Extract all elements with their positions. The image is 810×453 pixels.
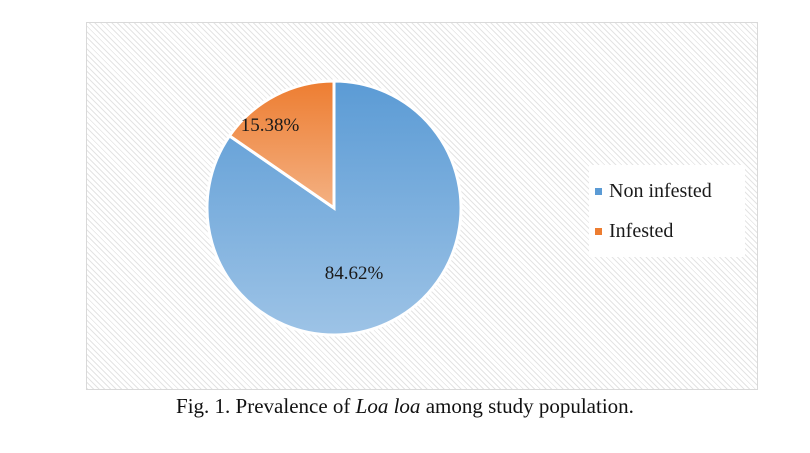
caption-prefix: Fig. 1. Prevalence of — [176, 394, 356, 418]
pie-slice-non-infested — [205, 79, 463, 337]
data-label-non-infested: 84.62% — [325, 263, 384, 284]
caption-species: Loa loa — [355, 394, 421, 418]
pie-slice-infested — [227, 79, 336, 211]
legend-swatch-non-infested — [595, 187, 602, 195]
chart-area: 84.62% 15.38% Non infested Infested — [86, 22, 758, 390]
legend: Non infested Infested — [589, 165, 745, 257]
legend-swatch-infested — [595, 227, 602, 235]
legend-label-non-infested: Non infested — [609, 179, 712, 202]
figure-caption: Fig. 1. Prevalence of Loa loa among stud… — [0, 394, 810, 419]
legend-item-non-infested: Non infested — [595, 171, 745, 211]
caption-suffix: among study population. — [420, 394, 634, 418]
data-label-infested: 15.38% — [241, 115, 300, 136]
legend-label-infested: Infested — [609, 219, 674, 242]
legend-item-infested: Infested — [595, 211, 745, 251]
pie-chart: 84.62% 15.38% — [205, 79, 463, 337]
